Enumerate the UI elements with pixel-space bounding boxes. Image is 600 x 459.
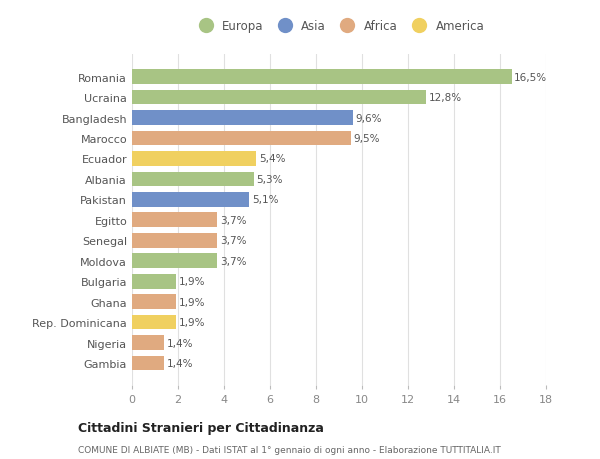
Text: 12,8%: 12,8% — [429, 93, 462, 103]
Bar — [132, 152, 256, 167]
Bar — [132, 295, 176, 309]
Text: Cittadini Stranieri per Cittadinanza: Cittadini Stranieri per Cittadinanza — [78, 421, 324, 434]
Bar — [132, 315, 176, 330]
Text: 1,9%: 1,9% — [178, 297, 205, 307]
Bar — [132, 90, 427, 105]
Bar — [132, 213, 217, 228]
Bar — [132, 254, 217, 269]
Bar — [132, 172, 254, 187]
Bar — [132, 274, 176, 289]
Text: 3,7%: 3,7% — [220, 236, 247, 246]
Text: 16,5%: 16,5% — [514, 73, 547, 83]
Bar — [132, 193, 250, 207]
Text: 1,4%: 1,4% — [167, 358, 193, 368]
Text: 5,1%: 5,1% — [252, 195, 278, 205]
Bar — [132, 356, 164, 370]
Text: 9,6%: 9,6% — [356, 113, 382, 123]
Bar — [132, 111, 353, 126]
Text: 3,7%: 3,7% — [220, 256, 247, 266]
Text: 1,4%: 1,4% — [167, 338, 193, 348]
Text: 5,3%: 5,3% — [257, 174, 283, 185]
Legend: Europa, Asia, Africa, America: Europa, Asia, Africa, America — [191, 18, 487, 36]
Text: 3,7%: 3,7% — [220, 215, 247, 225]
Text: 1,9%: 1,9% — [178, 317, 205, 327]
Bar — [132, 336, 164, 350]
Text: 1,9%: 1,9% — [178, 277, 205, 286]
Text: 5,4%: 5,4% — [259, 154, 286, 164]
Bar — [132, 70, 511, 85]
Bar — [132, 233, 217, 248]
Bar — [132, 131, 350, 146]
Text: 9,5%: 9,5% — [353, 134, 380, 144]
Text: COMUNE DI ALBIATE (MB) - Dati ISTAT al 1° gennaio di ogni anno - Elaborazione TU: COMUNE DI ALBIATE (MB) - Dati ISTAT al 1… — [78, 445, 501, 454]
